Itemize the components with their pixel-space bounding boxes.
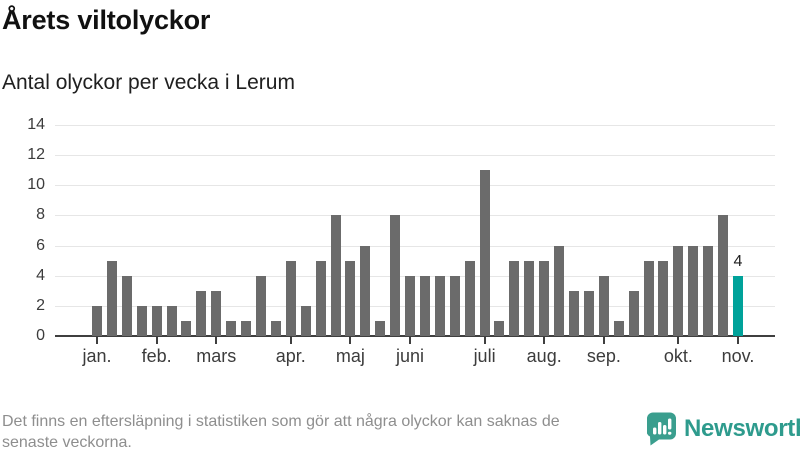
bar	[270, 320, 281, 336]
bar	[345, 260, 356, 336]
bar	[390, 215, 401, 336]
bar	[136, 305, 147, 336]
bar	[703, 245, 714, 336]
bar-chart: 0 2 4 6 8 10 12 14 4 jan. feb. mars apr. maj juni juli a…	[27, 116, 775, 366]
x-axis-tick	[96, 337, 98, 344]
bar	[330, 215, 341, 336]
bar-value-label: 4	[733, 252, 743, 270]
gridline	[55, 185, 775, 187]
page-title: Årets viltolyckor	[2, 5, 211, 35]
x-axis-tick	[155, 337, 158, 344]
x-axis-tick	[737, 337, 739, 344]
footnote: Det finns en eftersläpning i statistiken…	[2, 412, 560, 450]
y-axis-tick-label: 0	[36, 327, 45, 344]
gridline	[55, 125, 775, 126]
bar	[643, 260, 654, 336]
x-axis-tick	[677, 337, 680, 344]
bar	[598, 275, 609, 336]
footnote-line-1: Det finns en eftersläpning i statistiken…	[2, 413, 560, 430]
x-axis-tick	[409, 337, 412, 344]
x-axis-month-label: apr.	[275, 346, 306, 366]
x-axis-month-label: okt.	[663, 346, 693, 366]
bar	[479, 170, 490, 336]
x-axis-month-label: maj	[335, 346, 365, 366]
x-axis-tick	[543, 337, 546, 344]
chart-subtitle: Antal olyckor per vecka i Lerum	[2, 71, 295, 94]
x-axis-tick	[349, 337, 352, 344]
bar	[285, 260, 296, 336]
newsworthy-bars-icon	[647, 412, 676, 446]
x-axis-month-label: jan.	[82, 346, 112, 366]
x-axis-month-label: juni	[396, 346, 425, 366]
bar	[494, 320, 505, 336]
x-axis-tick	[215, 337, 218, 344]
bar	[613, 320, 624, 336]
bar	[658, 260, 669, 336]
y-axis-tick-label: 2	[36, 296, 45, 314]
bar	[539, 260, 550, 336]
bar	[226, 320, 237, 336]
x-axis-tick	[289, 337, 292, 344]
bar	[121, 275, 132, 336]
y-axis-tick-label: 12	[27, 146, 45, 164]
bar	[524, 260, 535, 336]
bar	[569, 290, 580, 336]
y-axis-tick-label: 4	[36, 266, 45, 284]
x-axis-month-label: feb.	[141, 346, 172, 366]
x-axis-month-label: sep.	[586, 346, 621, 366]
bar	[673, 245, 684, 336]
x-axis-month-label: nov.	[721, 346, 755, 366]
brand-name: Newsworthy	[684, 415, 800, 442]
bar	[449, 275, 460, 336]
bar	[106, 260, 117, 336]
gridline	[55, 155, 775, 157]
bar	[196, 290, 207, 336]
x-axis-tick	[602, 337, 605, 344]
bar	[300, 305, 311, 336]
bar-highlighted	[733, 275, 743, 336]
x-axis-month-label: aug.	[526, 346, 562, 366]
bar	[92, 305, 102, 336]
bar	[464, 260, 475, 336]
bar	[405, 275, 416, 336]
x-axis-line	[55, 335, 775, 337]
bar	[375, 320, 386, 336]
bar	[688, 245, 699, 336]
gridline	[55, 215, 775, 217]
y-axis-tick-label: 14	[27, 116, 45, 133]
gridline	[55, 245, 775, 247]
x-axis-month-label: juli	[473, 346, 496, 366]
y-axis-tick-label: 6	[36, 236, 45, 254]
bar	[434, 275, 445, 336]
x-axis-month-label: mars	[196, 346, 237, 366]
y-axis-tick-label: 10	[27, 176, 45, 194]
bar	[509, 260, 520, 336]
bar	[628, 290, 639, 336]
x-axis-tick	[483, 337, 486, 344]
bar	[211, 290, 222, 336]
bar	[583, 290, 594, 336]
bar	[554, 245, 565, 336]
bar	[315, 260, 326, 336]
newsworthy-logo: Newsworthy	[646, 412, 800, 446]
footnote-line-2: senaste veckorna.	[2, 433, 132, 450]
bar	[255, 275, 266, 336]
bar	[181, 320, 192, 336]
bar	[419, 275, 430, 336]
y-axis-tick-label: 8	[36, 206, 45, 224]
bar	[718, 215, 729, 336]
bar	[360, 245, 371, 336]
bar	[166, 305, 177, 336]
bar	[151, 305, 162, 336]
bar	[241, 320, 252, 336]
